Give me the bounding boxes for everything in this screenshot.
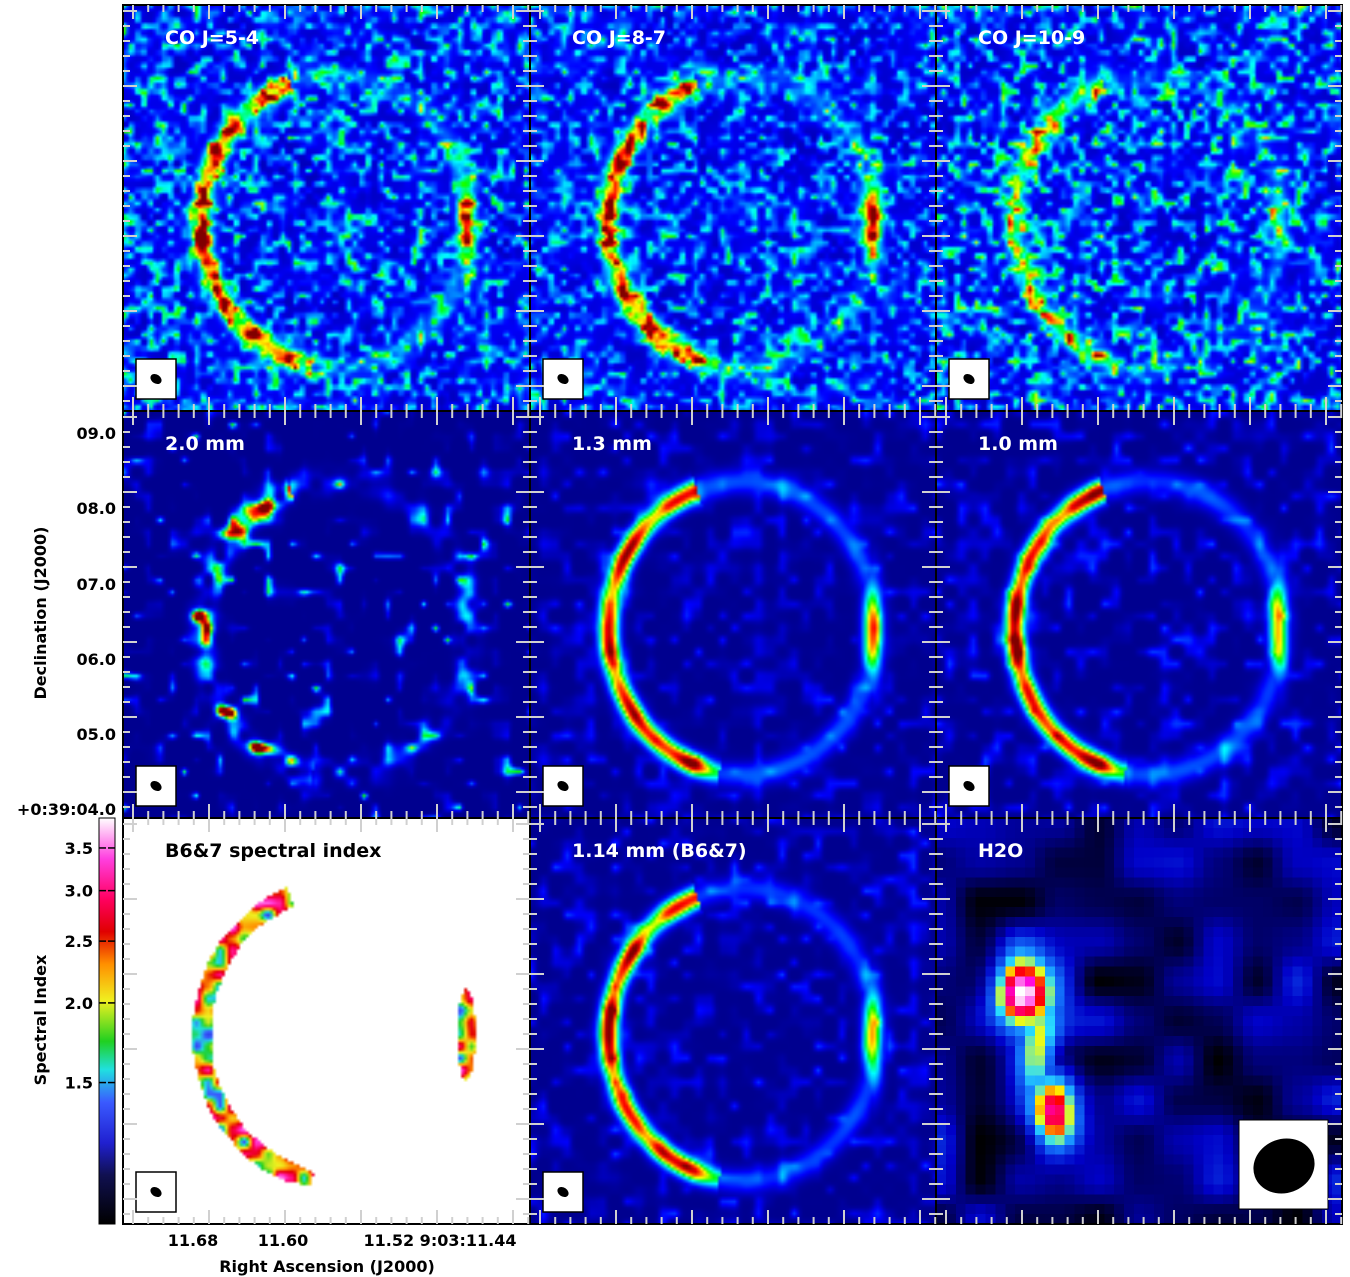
y-tick-label: +0:39:04.0 <box>17 800 116 819</box>
colorbar-label: Spectral Index <box>31 954 50 1085</box>
panel-image-mm13 <box>530 411 936 818</box>
y-tick-label: 09.0 <box>77 424 116 443</box>
x-tick-label: 11.68 <box>168 1231 219 1250</box>
colorbar: 1.5 2.0 2.5 3.0 3.5 <box>65 817 116 1225</box>
beam-ellipse <box>1253 1138 1315 1194</box>
beam-ellipse <box>557 780 569 792</box>
panel-grid: CO J=5-4 CO J=8-7 CO J=10-9 2.0 mm 1.3 mm 1.0… <box>122 4 1343 1225</box>
panel-mm10: 1.0 mm <box>935 410 1343 819</box>
y-axis-label: Declination (J2000) <box>31 527 50 700</box>
colorbar-tick-label: 2.5 <box>65 932 93 951</box>
tick-marks <box>123 5 1343 1224</box>
x-axis-label: Right Ascension (J2000) <box>219 1257 435 1276</box>
panel-co109: CO J=10-9 <box>935 4 1343 412</box>
beam-ellipse <box>150 780 162 792</box>
colorbar-tick-label: 3.5 <box>65 839 93 858</box>
beam-ellipse <box>963 780 975 792</box>
panel-co87: CO J=8-7 <box>529 4 937 412</box>
beam-ellipse <box>150 373 162 385</box>
panel-image-co54 <box>123 5 530 411</box>
panel-title: H2O <box>978 840 1023 862</box>
panel-title: 1.3 mm <box>572 433 652 455</box>
panel-title: 1.14 mm (B6&7) <box>572 840 747 862</box>
beam-ellipse <box>963 373 975 385</box>
panel-h2o: H2O <box>935 817 1343 1225</box>
panel-spidx: B6&7 spectral index <box>122 817 531 1225</box>
y-tick-label: 05.0 <box>77 725 116 744</box>
colorbar-ticks: 1.5 2.0 2.5 3.0 3.5 <box>65 839 115 1093</box>
y-tick-label: 07.0 <box>77 575 116 594</box>
colorbar-tick-label: 2.0 <box>65 994 93 1013</box>
panel-title: 2.0 mm <box>165 433 245 455</box>
panel-title: CO J=8-7 <box>572 27 666 49</box>
colorbar-gradient <box>98 817 116 1225</box>
panel-image-mm10 <box>936 411 1342 818</box>
y-tick-label: 06.0 <box>77 650 116 669</box>
panel-mm20: 2.0 mm <box>122 410 531 819</box>
tick-labels: +0:39:04.0 05.0 06.0 07.0 08.0 09.0 11.68 11.60… <box>17 424 517 1250</box>
x-tick-label: 11.60 <box>258 1231 309 1250</box>
panel-mm13: 1.3 mm <box>529 410 937 819</box>
x-tick-label: 11.52 9:03:11.44 <box>364 1231 517 1250</box>
panel-title: 1.0 mm <box>978 433 1058 455</box>
panel-title: B6&7 spectral index <box>165 840 381 862</box>
colorbar-tick-label: 1.5 <box>65 1074 93 1093</box>
panel-title: CO J=10-9 <box>978 27 1085 49</box>
panel-co54: CO J=5-4 <box>122 4 531 412</box>
beam-ellipse <box>557 1186 569 1198</box>
beam-ellipse <box>150 1186 162 1198</box>
panel-mm114: 1.14 mm (B6&7) <box>529 817 937 1225</box>
panel-image-co87 <box>530 5 936 411</box>
panel-image-co109 <box>936 5 1342 411</box>
panel-image-mm20 <box>123 411 530 818</box>
panel-frame <box>935 817 1343 1225</box>
beam-ellipse <box>557 373 569 385</box>
panel-image-mm114 <box>530 818 936 1224</box>
beam-box <box>135 358 177 400</box>
panel-title: CO J=5-4 <box>165 27 259 49</box>
colorbar-tick-label: 3.0 <box>65 882 93 901</box>
panel-image-spidx <box>123 818 530 1224</box>
y-tick-label: 08.0 <box>77 499 116 518</box>
